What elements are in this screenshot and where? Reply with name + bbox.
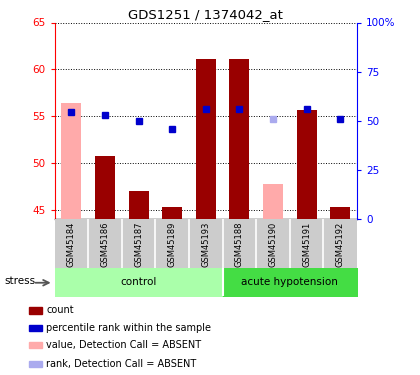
Bar xyxy=(196,59,216,219)
Bar xyxy=(330,207,350,219)
Text: GSM45184: GSM45184 xyxy=(67,222,76,267)
Text: GSM45192: GSM45192 xyxy=(336,222,345,267)
Text: GSM45190: GSM45190 xyxy=(268,222,278,267)
Bar xyxy=(29,361,42,367)
Text: GSM45187: GSM45187 xyxy=(134,222,143,267)
Bar xyxy=(29,307,42,314)
Text: count: count xyxy=(46,305,74,315)
Text: GSM45193: GSM45193 xyxy=(201,222,210,267)
Bar xyxy=(297,110,317,219)
Text: percentile rank within the sample: percentile rank within the sample xyxy=(46,323,211,333)
Bar xyxy=(129,191,149,219)
Text: GSM45191: GSM45191 xyxy=(302,222,311,267)
Bar xyxy=(29,342,42,348)
Bar xyxy=(162,207,182,219)
Text: GSM45186: GSM45186 xyxy=(100,222,110,267)
Bar xyxy=(29,325,42,331)
Text: value, Detection Call = ABSENT: value, Detection Call = ABSENT xyxy=(46,340,202,350)
Bar xyxy=(61,103,81,219)
Title: GDS1251 / 1374042_at: GDS1251 / 1374042_at xyxy=(129,8,283,21)
Text: GSM45188: GSM45188 xyxy=(235,222,244,267)
Bar xyxy=(95,156,115,219)
Text: stress: stress xyxy=(4,276,36,286)
Bar xyxy=(263,184,283,219)
Bar xyxy=(229,59,249,219)
Text: rank, Detection Call = ABSENT: rank, Detection Call = ABSENT xyxy=(46,359,197,369)
Text: acute hypotension: acute hypotension xyxy=(241,277,338,287)
Text: GSM45189: GSM45189 xyxy=(168,222,177,267)
Text: control: control xyxy=(121,277,157,287)
